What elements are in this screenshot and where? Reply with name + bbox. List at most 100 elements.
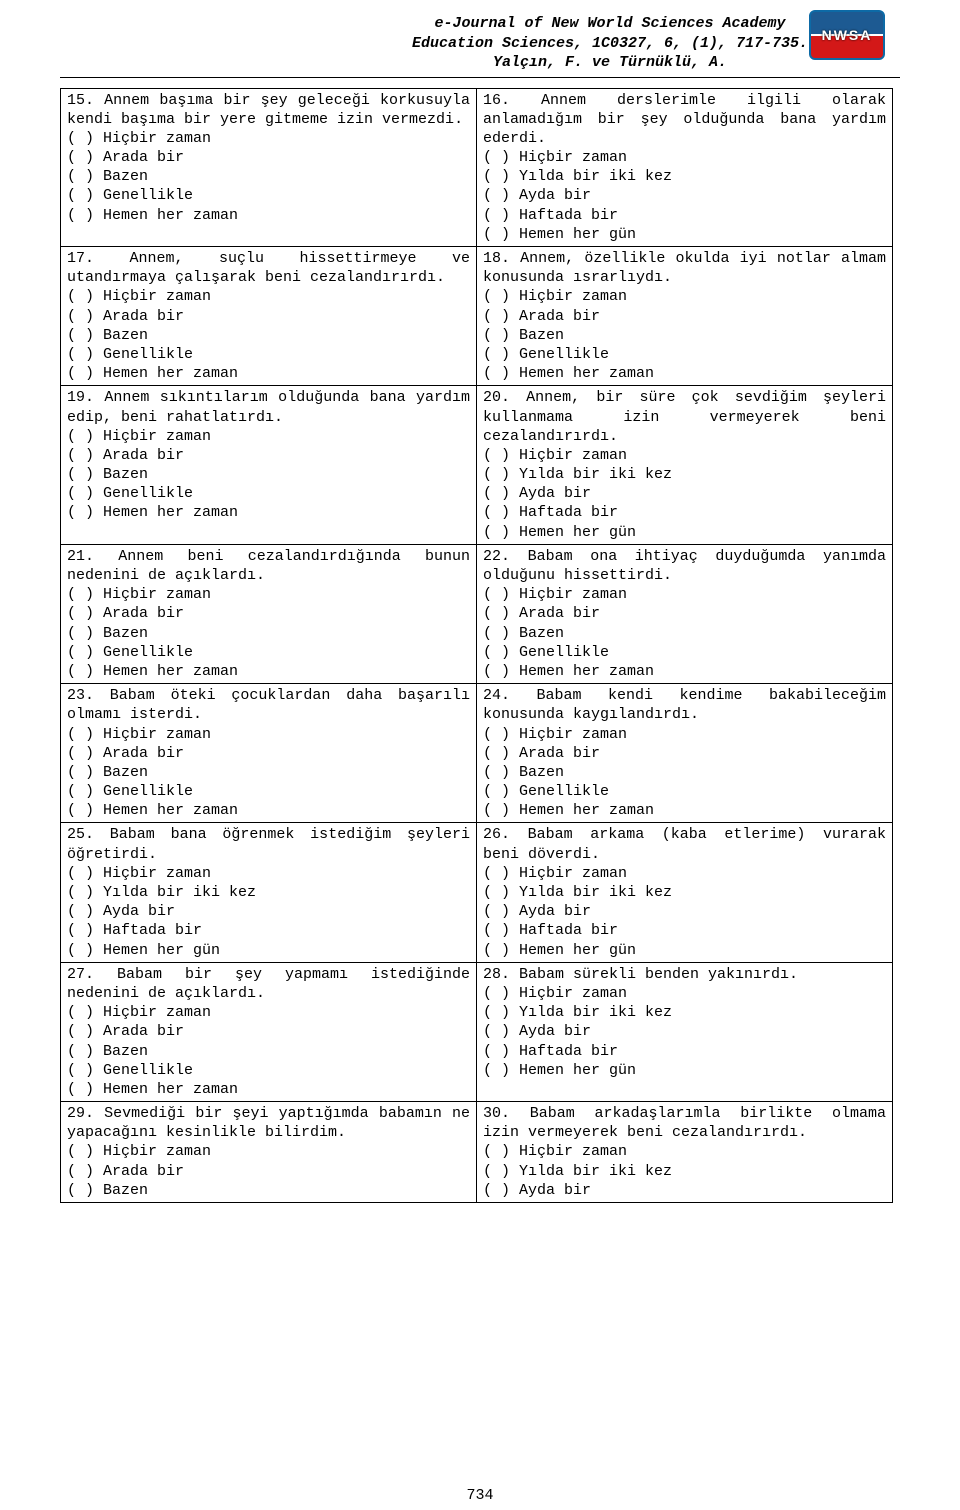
question-text: 26. Babam arkama (kaba etlerime) vurarak… <box>483 825 886 863</box>
option-line: ( ) Bazen <box>67 763 470 782</box>
question-cell: 18. Annem, özellikle okulda iyi notlar a… <box>477 247 893 386</box>
logo-text: NWSA <box>822 26 873 44</box>
question-text: 29. Sevmediği bir şeyi yaptığımda babamı… <box>67 1104 470 1142</box>
journal-meta: Education Sciences, 1C0327, 6, (1), 717-… <box>60 34 900 54</box>
question-text: 23. Babam öteki çocuklardan daha başarıl… <box>67 686 470 724</box>
question-text: 20. Annem, bir süre çok sevdiğim şeyleri… <box>483 388 886 446</box>
option-line: ( ) Hemen her zaman <box>67 801 470 820</box>
question-text: 16. Annem derslerimle ilgili olarak anla… <box>483 91 886 149</box>
header-rule <box>60 77 900 78</box>
option-line: ( ) Yılda bir iki kez <box>483 1162 886 1181</box>
option-line: ( ) Ayda bir <box>483 902 886 921</box>
option-line: ( ) Hiçbir zaman <box>483 1142 886 1161</box>
option-line: ( ) Haftada bir <box>483 921 886 940</box>
question-text: 18. Annem, özellikle okulda iyi notlar a… <box>483 249 886 287</box>
question-cell: 30. Babam arkadaşlarımla birlikte olmama… <box>477 1102 893 1203</box>
option-line: ( ) Hemen her zaman <box>483 801 886 820</box>
option-line: ( ) Arada bir <box>67 307 470 326</box>
page-header: NWSA e-Journal of New World Sciences Aca… <box>0 0 960 73</box>
option-line: ( ) Genellikle <box>483 782 886 801</box>
option-line: ( ) Genellikle <box>483 345 886 364</box>
option-line: ( ) Arada bir <box>67 1162 470 1181</box>
option-line: ( ) Hemen her zaman <box>67 206 470 225</box>
option-line: ( ) Ayda bir <box>483 186 886 205</box>
table-row: 29. Sevmediği bir şeyi yaptığımda babamı… <box>61 1102 893 1203</box>
table-row: 19. Annem sıkıntılarım olduğunda bana ya… <box>61 386 893 545</box>
option-line: ( ) Hiçbir zaman <box>483 287 886 306</box>
option-line: ( ) Hemen her zaman <box>67 503 470 522</box>
option-line: ( ) Yılda bir iki kez <box>483 167 886 186</box>
option-line: ( ) Bazen <box>67 624 470 643</box>
question-cell: 25. Babam bana öğrenmek istediğim şeyler… <box>61 823 477 962</box>
question-cell: 26. Babam arkama (kaba etlerime) vurarak… <box>477 823 893 962</box>
question-text: 19. Annem sıkıntılarım olduğunda bana ya… <box>67 388 470 426</box>
option-line: ( ) Bazen <box>67 326 470 345</box>
question-cell: 29. Sevmediği bir şeyi yaptığımda babamı… <box>61 1102 477 1203</box>
option-line: ( ) Hiçbir zaman <box>483 725 886 744</box>
question-text: 22. Babam ona ihtiyaç duyduğumda yanımda… <box>483 547 886 585</box>
option-line: ( ) Bazen <box>483 326 886 345</box>
question-cell: 22. Babam ona ihtiyaç duyduğumda yanımda… <box>477 544 893 683</box>
question-cell: 17. Annem, suçlu hissettirmeye ve utandı… <box>61 247 477 386</box>
question-text: 28. Babam sürekli benden yakınırdı. <box>483 965 886 984</box>
option-line: ( ) Hiçbir zaman <box>483 585 886 604</box>
option-line: ( ) Yılda bir iki kez <box>483 883 886 902</box>
option-line: ( ) Ayda bir <box>483 1181 886 1200</box>
table-row: 15. Annem başıma bir şey geleceği korkus… <box>61 88 893 247</box>
option-line: ( ) Bazen <box>67 1042 470 1061</box>
question-cell: 20. Annem, bir süre çok sevdiğim şeyleri… <box>477 386 893 545</box>
option-line: ( ) Hemen her gün <box>483 523 886 542</box>
question-text: 27. Babam bir şey yapmamı istediğinde ne… <box>67 965 470 1003</box>
option-line: ( ) Hemen her zaman <box>483 662 886 681</box>
table-row: 27. Babam bir şey yapmamı istediğinde ne… <box>61 962 893 1101</box>
question-cell: 19. Annem sıkıntılarım olduğunda bana ya… <box>61 386 477 545</box>
option-line: ( ) Bazen <box>483 763 886 782</box>
journal-title: e-Journal of New World Sciences Academy <box>60 14 900 34</box>
question-cell: 24. Babam kendi kendime bakabileceğim ko… <box>477 684 893 823</box>
authors: Yalçın, F. ve Türnüklü, A. <box>60 53 900 73</box>
option-line: ( ) Arada bir <box>67 148 470 167</box>
option-line: ( ) Genellikle <box>483 643 886 662</box>
question-cell: 15. Annem başıma bir şey geleceği korkus… <box>61 88 477 247</box>
option-line: ( ) Genellikle <box>67 484 470 503</box>
option-line: ( ) Hiçbir zaman <box>67 864 470 883</box>
option-line: ( ) Bazen <box>67 1181 470 1200</box>
option-line: ( ) Arada bir <box>67 744 470 763</box>
question-cell: 21. Annem beni cezalandırdığında bunun n… <box>61 544 477 683</box>
question-text: 21. Annem beni cezalandırdığında bunun n… <box>67 547 470 585</box>
question-text: 24. Babam kendi kendime bakabileceğim ko… <box>483 686 886 724</box>
option-line: ( ) Haftada bir <box>483 206 886 225</box>
option-line: ( ) Arada bir <box>483 604 886 623</box>
option-line: ( ) Hiçbir zaman <box>67 287 470 306</box>
option-line: ( ) Haftada bir <box>483 503 886 522</box>
option-line: ( ) Arada bir <box>483 307 886 326</box>
option-line: ( ) Genellikle <box>67 186 470 205</box>
option-line: ( ) Ayda bir <box>483 484 886 503</box>
option-line: ( ) Hiçbir zaman <box>483 446 886 465</box>
option-line: ( ) Haftada bir <box>483 1042 886 1061</box>
option-line: ( ) Hiçbir zaman <box>67 585 470 604</box>
option-line: ( ) Hemen her zaman <box>483 364 886 383</box>
page-number: 734 <box>0 1487 960 1504</box>
question-text: 25. Babam bana öğrenmek istediğim şeyler… <box>67 825 470 863</box>
option-line: ( ) Genellikle <box>67 782 470 801</box>
questionnaire-table: 15. Annem başıma bir şey geleceği korkus… <box>60 88 893 1204</box>
option-line: ( ) Genellikle <box>67 643 470 662</box>
option-line: ( ) Hemen her zaman <box>67 662 470 681</box>
option-line: ( ) Yılda bir iki kez <box>67 883 470 902</box>
option-line: ( ) Hemen her zaman <box>67 1080 470 1099</box>
option-line: ( ) Arada bir <box>67 604 470 623</box>
question-cell: 28. Babam sürekli benden yakınırdı. ( ) H… <box>477 962 893 1101</box>
option-line: ( ) Arada bir <box>483 744 886 763</box>
option-line: ( ) Bazen <box>483 624 886 643</box>
option-line: ( ) Arada bir <box>67 1022 470 1041</box>
option-line: ( ) Hiçbir zaman <box>67 1003 470 1022</box>
option-line: ( ) Hemen her zaman <box>67 364 470 383</box>
question-cell: 23. Babam öteki çocuklardan daha başarıl… <box>61 684 477 823</box>
option-line: ( ) Hiçbir zaman <box>483 148 886 167</box>
question-text: 30. Babam arkadaşlarımla birlikte olmama… <box>483 1104 886 1142</box>
option-line: ( ) Arada bir <box>67 446 470 465</box>
option-line: ( ) Hiçbir zaman <box>67 1142 470 1161</box>
option-line: ( ) Ayda bir <box>67 902 470 921</box>
option-line: ( ) Yılda bir iki kez <box>483 465 886 484</box>
